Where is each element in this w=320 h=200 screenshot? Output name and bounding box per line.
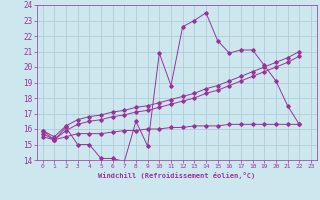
X-axis label: Windchill (Refroidissement éolien,°C): Windchill (Refroidissement éolien,°C) xyxy=(98,172,255,179)
